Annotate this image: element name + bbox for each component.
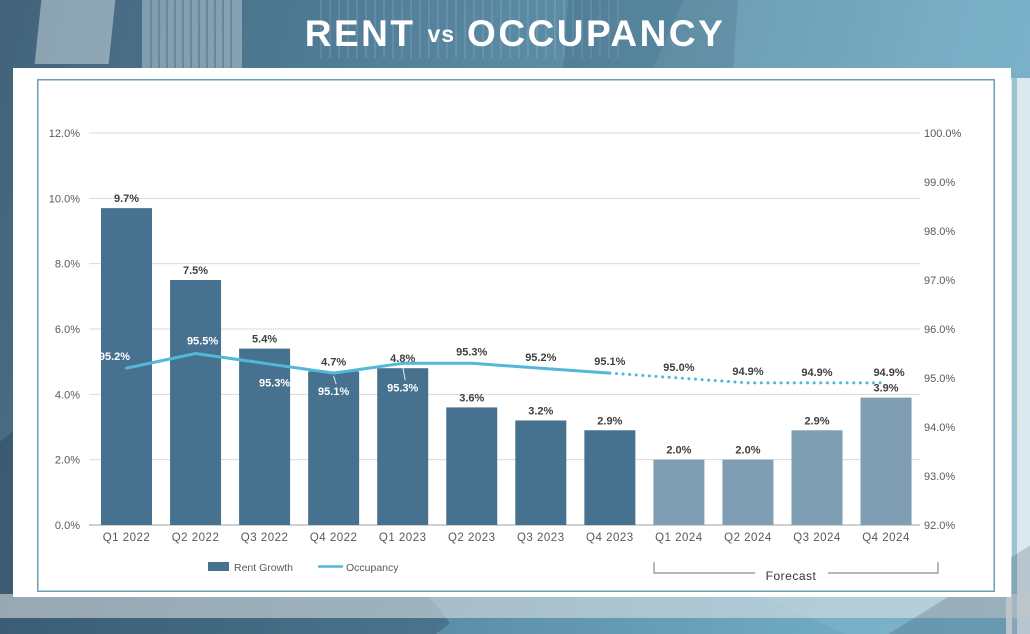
rent-growth-value-label: 4.7% [321, 356, 346, 368]
page-title: RENT vs OCCUPANCY [0, 0, 1030, 68]
left-axis-tick-label: 4.0% [55, 389, 80, 401]
x-axis-category-label: Q1 2024 [655, 532, 703, 544]
rent-growth-bar [377, 368, 429, 525]
title-rent: RENT [304, 13, 416, 54]
left-axis-tick-label: 10.0% [49, 193, 80, 205]
rent-growth-value-label: 2.0% [735, 445, 760, 457]
title-vs: vs [427, 20, 456, 47]
left-axis-tick-label: 2.0% [55, 455, 80, 467]
balcony-railing-shape [320, 0, 620, 58]
building-edge-shape [1012, 78, 1017, 634]
forecast-bracket [653, 562, 939, 574]
right-axis-tick-label: 99.0% [924, 177, 955, 189]
occupancy-value-label: 95.2% [525, 352, 556, 364]
x-axis-category-label: Q4 2023 [586, 532, 634, 544]
rent-growth-bar [515, 420, 567, 525]
occupancy-label-leader-line [333, 375, 337, 385]
occupancy-value-label: 95.3% [456, 346, 487, 358]
left-axis-tick-label: 8.0% [55, 259, 80, 271]
legend-rent-growth-label: Rent Growth [234, 562, 293, 574]
rent-growth-bar [791, 430, 843, 525]
x-axis-category-label: Q1 2022 [103, 532, 151, 544]
occupancy-value-label: 94.9% [801, 367, 832, 379]
occupancy-value-label: 95.1% [594, 356, 625, 368]
x-axis-category-label: Q1 2023 [379, 532, 427, 544]
rent-growth-bar [653, 459, 705, 525]
x-axis-category-label: Q3 2023 [517, 532, 565, 544]
title-occupancy: OCCUPANCY [467, 13, 726, 54]
left-axis-tick-label: 0.0% [55, 520, 80, 532]
chart-card: 0.0% 2.0% 4.0% 6.0% 8.0% 10.0% 12.0% 92.0% 93.0%… [13, 68, 1011, 597]
right-axis-tick-label: 94.0% [924, 422, 955, 434]
rent-growth-bar [584, 430, 636, 525]
chart-canvas: 0.0% 2.0% 4.0% 6.0% 8.0% 10.0% 12.0% 92.0% 93.0%… [37, 79, 995, 592]
occupancy-value-label: 94.9% [732, 366, 763, 378]
occupancy-value-label: 95.3% [387, 382, 418, 394]
chart-frame-border [37, 79, 995, 592]
rent-growth-bar [170, 280, 222, 525]
rent-growth-bar [722, 459, 774, 525]
occupancy-label-leader-line [402, 366, 406, 381]
rent-growth-bar [239, 348, 291, 525]
occupancy-value-label: 95.0% [663, 362, 694, 374]
rent-growth-bar [446, 407, 498, 525]
occupancy-value-label: 95.3% [259, 377, 290, 389]
right-axis-tick-label: 92.0% [924, 520, 955, 532]
rent-growth-value-label: 9.7% [114, 193, 139, 205]
rent-growth-value-label: 2.9% [597, 415, 622, 427]
rent-growth-value-label: 2.0% [666, 445, 691, 457]
occupancy-value-label: 94.9% [873, 367, 904, 379]
right-axis-tick-label: 98.0% [924, 226, 955, 238]
x-axis-category-label: Q2 2022 [172, 532, 220, 544]
x-axis-category-label: Q4 2022 [310, 532, 358, 544]
legend-occupancy-label: Occupancy [346, 562, 399, 574]
rent-growth-value-label: 7.5% [183, 265, 208, 277]
legend-rent-growth-swatch [208, 562, 229, 571]
forecast-label: Forecast [766, 569, 817, 583]
x-axis-category-label: Q4 2024 [862, 532, 910, 544]
rent-growth-bar [308, 371, 360, 525]
right-axis-tick-label: 100.0% [924, 128, 962, 140]
building-base-shape [0, 594, 1030, 618]
occupancy-value-label: 95.5% [187, 336, 218, 348]
rent-growth-bar [101, 208, 152, 525]
x-axis-category-label: Q2 2023 [448, 532, 496, 544]
rent-vs-occupancy-chart: 0.0% 2.0% 4.0% 6.0% 8.0% 10.0% 12.0% 92.0% 93.0%… [37, 79, 995, 592]
left-axis-tick-label: 12.0% [49, 128, 80, 140]
occupancy-line-solid [125, 352, 612, 375]
occupancy-value-label: 95.1% [318, 386, 349, 398]
rent-growth-bar [860, 397, 912, 525]
rent-growth-value-label: 3.6% [459, 392, 484, 404]
right-axis-tick-label: 95.0% [924, 373, 955, 385]
x-axis-category-label: Q2 2024 [724, 532, 772, 544]
rent-growth-value-label: 2.9% [804, 415, 829, 427]
left-axis-tick-label: 6.0% [55, 324, 80, 336]
right-axis-tick-label: 96.0% [924, 324, 955, 336]
occupancy-line-forecast-dotted [608, 371, 888, 385]
right-axis-tick-label: 93.0% [924, 471, 955, 483]
rent-growth-value-label: 3.9% [874, 383, 899, 395]
rent-growth-value-label: 3.2% [528, 405, 553, 417]
x-axis-category-label: Q3 2024 [793, 532, 841, 544]
right-axis-tick-label: 97.0% [924, 275, 955, 287]
occupancy-value-label: 95.2% [99, 351, 130, 363]
x-axis-category-label: Q3 2022 [241, 532, 289, 544]
rent-growth-value-label: 5.4% [252, 334, 277, 346]
